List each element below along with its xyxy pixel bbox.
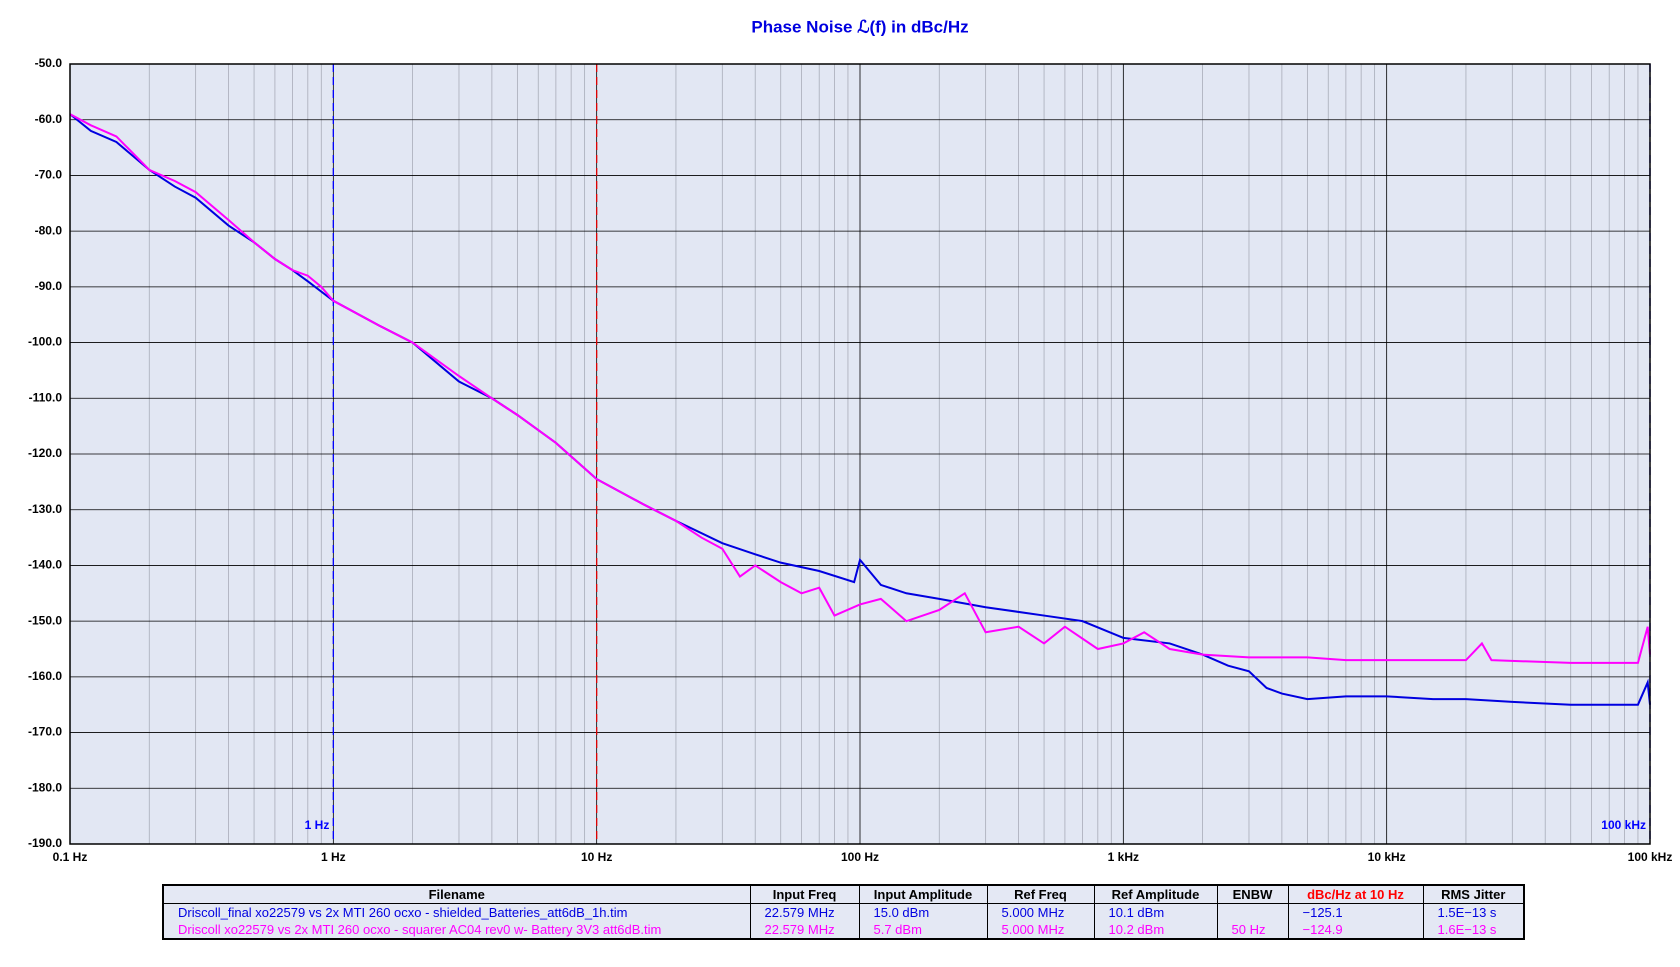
table-row: Driscoll_final xo22579 vs 2x MTI 260 ocx… [162,903,1525,921]
y-tick-label: -60.0 [35,112,63,126]
table-cell: 15.0 dBm [858,903,988,921]
table-cell: 5.000 MHz [986,903,1095,921]
column-header: Input Amplitude [858,884,988,904]
table-cell: 5.7 dBm [858,921,988,940]
marker-label: 100 kHz [1601,818,1646,832]
table-cell: 10.1 dBm [1093,903,1218,921]
y-tick-label: -100.0 [28,335,62,349]
y-tick-label: -110.0 [29,390,63,404]
filename-cell: Driscoll xo22579 vs 2x MTI 260 ocxo - sq… [162,921,751,940]
chart-title: Phase Noise ℒ(f) in dBc/Hz [751,17,968,36]
marker-label: 1 Hz [305,818,330,832]
x-tick-label: 10 Hz [581,850,612,864]
x-tick-label: 1 kHz [1108,850,1139,864]
column-header: dBc/Hz at 10 Hz [1287,884,1424,904]
y-tick-label: -130.0 [28,502,62,516]
y-tick-label: -140.0 [28,558,62,572]
x-tick-label: 10 kHz [1368,850,1406,864]
x-tick-label: 100 kHz [1628,850,1673,864]
column-header: Ref Freq [986,884,1095,904]
series-line [69,113,1651,664]
y-tick-label: -190.0 [28,836,62,850]
table-cell: 10.2 dBm [1093,921,1218,940]
table-header: Filename Input Freq Input Amplitude Ref Fre… [162,884,1525,904]
chart: Phase Noise ℒ(f) in dBc/Hz -50.0 -60.0 -70… [28,17,1673,864]
y-tick-label: -120.0 [28,446,62,460]
table-cell: −125.1 [1287,903,1424,921]
y-tick-label: -50.0 [35,56,63,70]
column-header: ENBW [1216,884,1289,904]
table-cell: −124.9 [1287,921,1424,940]
y-tick-label: -90.0 [35,279,63,293]
y-tick-label: -180.0 [28,780,62,794]
x-tick-label: 100 Hz [841,850,879,864]
column-header: Filename [162,884,751,904]
column-header: RMS Jitter [1422,884,1525,904]
column-header: Ref Amplitude [1093,884,1218,904]
table-cell: 22.579 MHz [749,903,860,921]
table-cell: 1.6E−13 s [1422,921,1525,940]
table-cell: 22.579 MHz [749,921,860,940]
y-tick-label: -170.0 [28,725,62,739]
y-tick-label: -80.0 [35,223,63,237]
y-tick-label: -70.0 [35,168,63,182]
column-header: Input Freq [749,884,860,904]
plot-frame [69,63,1651,845]
table-cell: 5.000 MHz [986,921,1095,940]
x-tick-label: 0.1 Hz [53,850,88,864]
y-tick-label: -150.0 [28,613,62,627]
legend-table: Filename Input Freq Input Amplitude Ref Fre… [162,884,1525,940]
table-row: Driscoll xo22579 vs 2x MTI 260 ocxo - sq… [162,921,1525,940]
filename-cell: Driscoll_final xo22579 vs 2x MTI 260 ocx… [162,903,751,921]
y-tick-label: -160.0 [28,669,62,683]
table-cell: 1.5E−13 s [1422,903,1525,921]
x-tick-label: 1 Hz [321,850,346,864]
table-cell: 50 Hz [1216,921,1289,940]
table-cell [1216,903,1289,921]
